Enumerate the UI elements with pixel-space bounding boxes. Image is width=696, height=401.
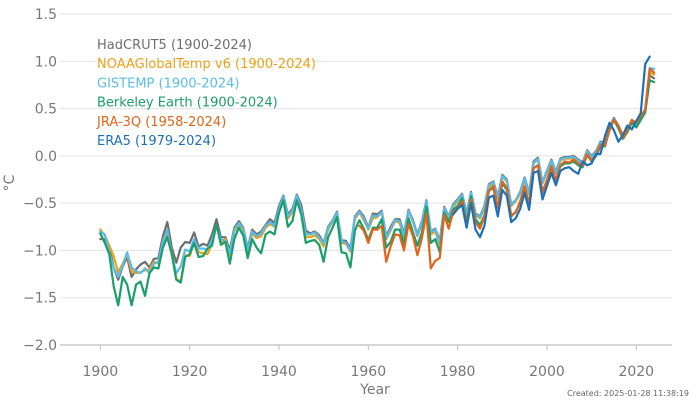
y-tick-label: −1.5 <box>23 291 57 307</box>
chart-legend: HadCRUT5 (1900-2024) NOAAGlobalTemp v6 (1… <box>96 38 316 149</box>
chart-axes: 1.5 1.0 0.5 0.0 −0.5 −1.0 −1.5 −2.0 1900 1920 1940… <box>23 7 654 380</box>
legend-entry: ERA5 (1979-2024) <box>97 134 216 149</box>
series-line-5 <box>358 67 656 270</box>
x-tick-label: 1940 <box>261 364 297 380</box>
y-tick-label: −1.0 <box>23 243 57 259</box>
legend-entry: GISTEMP (1900-2024) <box>97 76 240 91</box>
series-line-3 <box>99 66 656 278</box>
y-tick-label: −0.5 <box>23 196 57 212</box>
y-tick-label: −2.0 <box>23 338 57 354</box>
legend-entry: NOAAGlobalTemp v6 (1900-2024) <box>97 57 316 72</box>
x-axis-label: Year <box>359 382 390 398</box>
x-tick-label: 2000 <box>529 364 565 380</box>
y-tick-label: 1.5 <box>35 7 57 23</box>
y-tick-label: 1.0 <box>35 54 57 70</box>
x-tick-label: 1920 <box>172 364 208 380</box>
legend-entry: JRA-3Q (1958-2024) <box>96 115 226 130</box>
x-tick-label: 1900 <box>83 364 119 380</box>
x-tick-label: 1980 <box>440 364 476 380</box>
y-axis-label: °C <box>2 174 18 191</box>
legend-entry: HadCRUT5 (1900-2024) <box>97 38 252 53</box>
created-timestamp: Created: 2025-01-28 11:38:19 <box>567 389 689 398</box>
y-tick-label: 0.5 <box>35 102 57 118</box>
legend-entry: Berkeley Earth (1900-2024) <box>97 96 278 111</box>
y-tick-label: 0.0 <box>35 149 57 165</box>
x-tick-label: 2020 <box>618 364 654 380</box>
series-line-6 <box>452 55 651 239</box>
chart-series <box>99 55 656 307</box>
x-tick-label: 1960 <box>350 364 386 380</box>
